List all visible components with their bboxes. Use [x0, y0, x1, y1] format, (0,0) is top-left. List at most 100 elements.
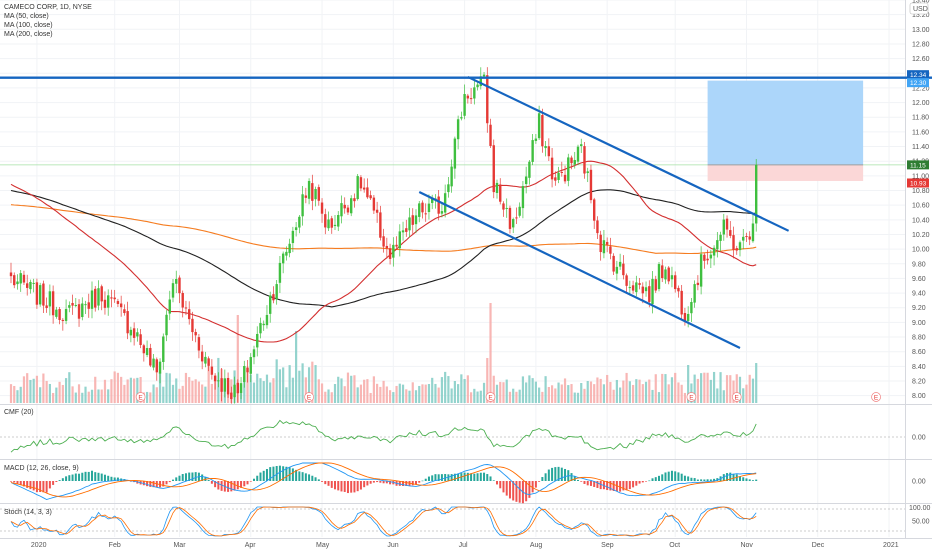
candle[interactable]	[557, 166, 560, 184]
candle[interactable]	[745, 232, 748, 242]
candle[interactable]	[324, 208, 327, 235]
candle[interactable]	[456, 115, 460, 150]
candle[interactable]	[466, 93, 470, 104]
candle[interactable]	[181, 290, 184, 318]
candle[interactable]	[443, 184, 447, 218]
candle[interactable]	[748, 231, 751, 246]
candle[interactable]	[246, 359, 249, 383]
candle[interactable]	[550, 148, 554, 188]
candle[interactable]	[657, 261, 661, 292]
candle[interactable]	[90, 281, 94, 319]
candle[interactable]	[204, 351, 207, 368]
candle[interactable]	[512, 217, 515, 234]
candle[interactable]	[350, 195, 353, 217]
candle[interactable]	[372, 195, 376, 215]
channel-lower-trendline[interactable]	[418, 190, 741, 350]
candle[interactable]	[547, 138, 551, 161]
candle[interactable]	[126, 301, 129, 340]
candle[interactable]	[337, 211, 340, 232]
candle[interactable]	[265, 305, 269, 329]
candle[interactable]	[586, 167, 589, 183]
candle[interactable]	[635, 275, 638, 297]
candle[interactable]	[243, 360, 246, 388]
earnings-badge[interactable]: E	[686, 392, 697, 402]
candle[interactable]	[674, 271, 677, 293]
candle[interactable]	[716, 231, 719, 258]
candle[interactable]	[13, 272, 16, 289]
candle[interactable]	[48, 284, 52, 316]
candle[interactable]	[447, 176, 450, 198]
candle[interactable]	[602, 229, 606, 259]
candle[interactable]	[165, 310, 168, 342]
candle[interactable]	[200, 344, 204, 370]
candle[interactable]	[628, 280, 632, 296]
candle[interactable]	[223, 369, 227, 398]
candle[interactable]	[239, 377, 243, 400]
candle[interactable]	[719, 231, 722, 252]
candle[interactable]	[528, 160, 531, 185]
candle[interactable]	[84, 300, 87, 314]
candle[interactable]	[677, 285, 680, 298]
candle[interactable]	[74, 298, 77, 308]
candle[interactable]	[291, 226, 295, 253]
candle[interactable]	[262, 320, 265, 331]
candle[interactable]	[382, 228, 385, 253]
candle[interactable]	[690, 298, 693, 323]
candle[interactable]	[667, 266, 670, 285]
candle[interactable]	[71, 294, 74, 315]
candle[interactable]	[278, 256, 282, 294]
candle[interactable]	[395, 236, 398, 250]
candle[interactable]	[68, 301, 71, 313]
candle[interactable]	[285, 246, 288, 261]
candle[interactable]	[178, 275, 181, 304]
candle[interactable]	[505, 198, 508, 218]
candle[interactable]	[116, 298, 120, 308]
candle[interactable]	[230, 386, 233, 404]
candle[interactable]	[333, 215, 337, 231]
candle[interactable]	[554, 171, 557, 186]
candle[interactable]	[680, 284, 683, 321]
candle[interactable]	[87, 293, 90, 318]
candle[interactable]	[184, 300, 188, 316]
candle[interactable]	[644, 281, 648, 297]
candle[interactable]	[356, 174, 359, 201]
candle[interactable]	[392, 237, 395, 267]
candle[interactable]	[499, 178, 502, 205]
candle[interactable]	[560, 161, 563, 177]
candle[interactable]	[589, 164, 593, 204]
candle[interactable]	[531, 134, 534, 166]
candle[interactable]	[664, 266, 667, 284]
candle[interactable]	[725, 215, 729, 238]
candle[interactable]	[9, 262, 13, 284]
candle[interactable]	[45, 297, 48, 313]
candle[interactable]	[615, 260, 619, 281]
candle[interactable]	[625, 273, 628, 294]
candle[interactable]	[327, 211, 330, 232]
candle[interactable]	[343, 197, 346, 214]
candle[interactable]	[197, 333, 201, 359]
candle[interactable]	[359, 175, 363, 192]
candle[interactable]	[661, 259, 664, 283]
candle[interactable]	[411, 208, 414, 235]
candle[interactable]	[437, 189, 440, 221]
candle[interactable]	[311, 174, 314, 211]
candle[interactable]	[453, 136, 457, 179]
candle[interactable]	[38, 282, 42, 307]
candle[interactable]	[427, 194, 431, 220]
candle[interactable]	[220, 367, 223, 402]
candle[interactable]	[683, 307, 687, 326]
candle[interactable]	[524, 166, 528, 194]
candle[interactable]	[515, 207, 518, 224]
candle[interactable]	[576, 144, 580, 165]
candle[interactable]	[236, 379, 239, 403]
earnings-badge[interactable]: E	[304, 392, 314, 402]
candle[interactable]	[298, 215, 301, 234]
candle[interactable]	[330, 215, 333, 234]
candle[interactable]	[408, 207, 411, 238]
candle[interactable]	[346, 204, 350, 216]
candle[interactable]	[22, 270, 26, 285]
candle[interactable]	[210, 359, 214, 380]
candle[interactable]	[401, 221, 405, 241]
candle[interactable]	[751, 213, 755, 243]
